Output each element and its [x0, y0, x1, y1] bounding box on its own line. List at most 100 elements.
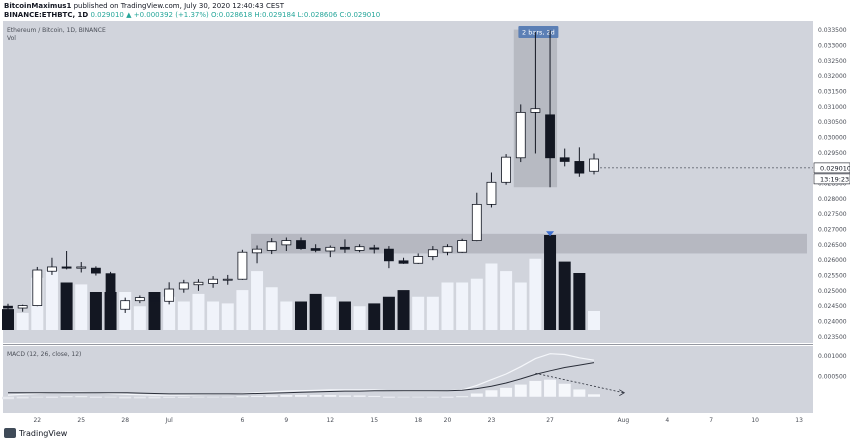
candle-body	[281, 240, 292, 246]
time-axis-tick: 12	[326, 417, 334, 424]
macd-histogram-bar	[368, 395, 381, 397]
volume-bar	[221, 303, 234, 330]
price-axis-tick: 0.031000	[818, 104, 847, 111]
candle-body	[442, 246, 453, 253]
macd-histogram-bar	[485, 390, 498, 397]
macd-histogram-bar	[236, 396, 249, 398]
symbol-ohlc: O:0.028618 H:0.029184 L:0.028606 C:0.029…	[211, 11, 381, 19]
macd-histogram-bar	[280, 395, 293, 397]
time-axis-tick: Jul	[165, 417, 174, 424]
time-axis-tick: 28	[121, 417, 129, 424]
time-axis-tick: 10	[751, 417, 759, 424]
volume-bar	[89, 292, 102, 330]
macd-histogram-bar	[207, 396, 220, 398]
time-axis-tick: 6	[240, 417, 244, 424]
macd-histogram-bar	[456, 396, 469, 398]
macd-histogram-bar	[16, 396, 29, 399]
candle-body	[178, 282, 189, 290]
candle-body	[296, 240, 306, 249]
measure-label: 2 bars, 2d	[522, 29, 555, 37]
candle-body	[193, 281, 204, 286]
candle-body	[266, 241, 277, 251]
signal-line	[8, 362, 595, 395]
candle-body	[530, 108, 541, 113]
candle-body	[325, 246, 336, 252]
volume-bar	[500, 271, 513, 330]
volume-bar	[192, 293, 205, 330]
volume-bar	[426, 296, 439, 330]
candle-body	[457, 240, 468, 253]
macd-histogram-bar	[89, 396, 102, 398]
candle-body	[354, 246, 365, 251]
volume-bar	[2, 309, 14, 330]
macd-histogram-bar	[104, 396, 117, 398]
price-axis-tick: 0.028000	[818, 196, 847, 203]
price-axis-tick: 0.025500	[818, 273, 847, 280]
candle-body	[32, 269, 43, 306]
tradingview-brand: TradingView	[19, 428, 68, 438]
candle-body	[310, 248, 321, 251]
macd-histogram-bar	[426, 396, 439, 398]
price-axis-tick: 0.033000	[818, 43, 847, 50]
time-axis-tick: 20	[444, 417, 452, 424]
macd-histogram-bar	[163, 396, 176, 398]
macd-histogram-bar	[544, 379, 557, 397]
macd-histogram-bar	[573, 389, 586, 397]
author-name[interactable]: BitcoinMaximus1	[4, 2, 72, 10]
candle-body	[427, 249, 438, 257]
price-axis-tick: 0.025000	[818, 288, 847, 295]
macd-histogram-bar	[558, 383, 571, 397]
countdown-label: 13:19:23	[820, 175, 849, 183]
price-axis-tick: 0.026500	[818, 242, 847, 249]
volume-label: Vol	[7, 35, 16, 42]
volume-bar	[382, 296, 395, 330]
last-price-label: 0.029010	[820, 164, 850, 172]
macd-histogram-bar	[133, 396, 146, 399]
macd-histogram-bar	[2, 396, 14, 400]
macd-histogram-bar	[192, 396, 205, 398]
candle-body	[383, 248, 394, 262]
symbol-header: BINANCE:ETHBTC, 1D 0.029010 ▲ +0.000392 …	[4, 11, 380, 20]
macd-histogram-bar	[60, 396, 73, 398]
time-axis-tick: 7	[709, 417, 713, 424]
price-axis-tick: 0.033500	[818, 27, 847, 34]
volume-bar	[75, 284, 88, 330]
arrow-head-icon	[619, 389, 626, 397]
candle-body	[559, 157, 570, 162]
symbol-change: ▲ +0.000392 (+1.37%)	[126, 11, 209, 19]
price-axis-tick: 0.031500	[818, 89, 847, 96]
macd-histogram-bar	[588, 394, 600, 397]
publish-header: BitcoinMaximus1 published on TradingView…	[4, 2, 284, 11]
volume-bar	[470, 278, 483, 330]
volume-bar	[485, 263, 498, 330]
price-axis-tick: 0.026000	[818, 257, 847, 264]
candle-body	[340, 246, 350, 250]
volume-bar	[295, 301, 307, 330]
tradingview-footer[interactable]: TradingView	[4, 428, 67, 438]
candle-body	[61, 266, 72, 269]
volume-bar	[163, 296, 176, 330]
macd-histogram-bar	[45, 396, 58, 398]
divergence-trendline	[535, 372, 624, 394]
volume-bar	[588, 311, 600, 330]
volume-bar	[236, 290, 249, 330]
candle-body	[501, 156, 512, 183]
candle-body	[120, 300, 131, 310]
countdown-box	[813, 173, 850, 185]
price-axis-tick: 0.032000	[818, 73, 847, 80]
macd-histogram-bar	[75, 396, 88, 398]
candle-body	[589, 158, 599, 172]
macd-histogram-bar	[251, 395, 264, 397]
time-axis-tick: 23	[488, 417, 496, 424]
volume-bar	[529, 258, 542, 330]
macd-histogram-bar	[397, 396, 410, 398]
macd-histogram-bar	[309, 395, 322, 397]
symbol-label: Ethereum / Bitcoin, 1D, BINANCE	[7, 27, 106, 34]
price-axis-tick: 0.024000	[818, 319, 847, 326]
volume-bar	[368, 303, 381, 330]
volume-bar	[412, 296, 425, 330]
candle-body	[222, 278, 233, 281]
time-axis-tick: 25	[77, 417, 85, 424]
candle-body	[105, 273, 116, 302]
